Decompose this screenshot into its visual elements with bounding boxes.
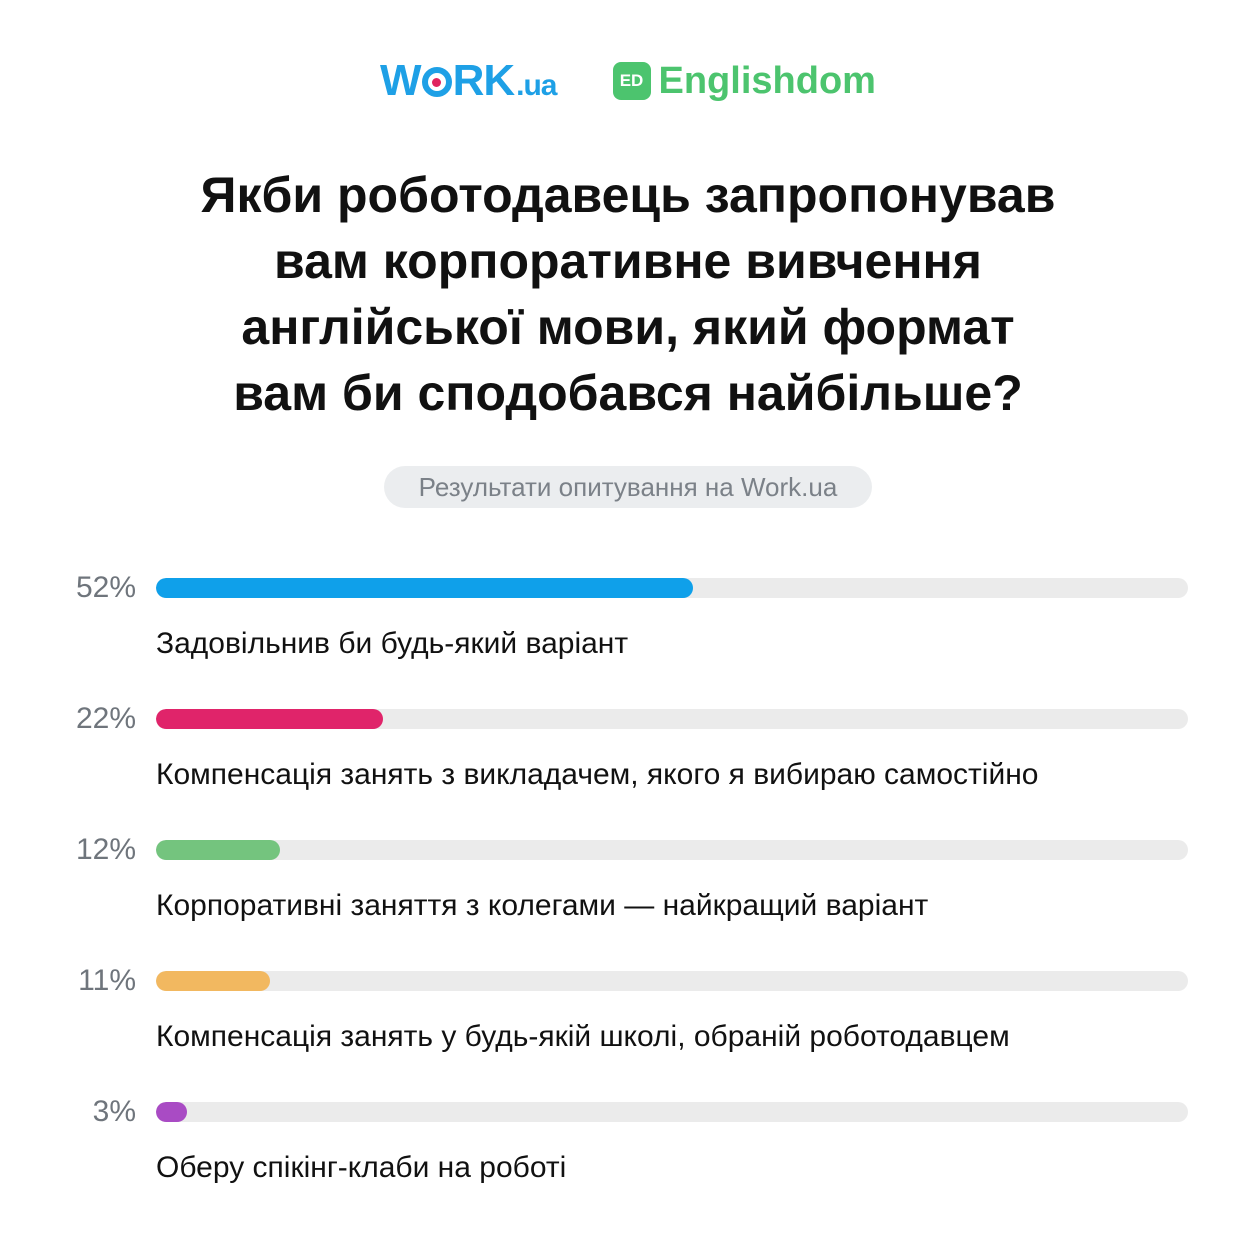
chart-row: 3% Оберу спікінг-клаби на роботі [0, 1084, 1256, 1216]
bar [156, 1102, 187, 1122]
work-ua-logo-o-icon [421, 67, 452, 97]
chart-row: 12% Корпоративні заняття з колегами — най… [0, 822, 1256, 954]
work-ua-logo-suffix: .ua [516, 69, 557, 102]
bar-track [156, 971, 1188, 991]
work-ua-logo-w: W [380, 56, 422, 105]
bar-value-label: 52% [75, 571, 136, 604]
bar-value-label: 11% [78, 964, 136, 997]
bar-value-label: 12% [75, 833, 136, 866]
work-ua-logo-rk: RK [452, 56, 516, 105]
bar-category-label: Компенсація занять у будь-якій школі, об… [156, 1020, 1010, 1053]
logos-header: W RK .ua ED Englishdom [0, 56, 1256, 106]
bar [156, 709, 384, 729]
bar-track [156, 578, 1188, 598]
bar [156, 971, 270, 991]
englishdom-logo: ED Englishdom [612, 59, 876, 103]
bar-category-label: Компенсація занять з викладачем, якого я… [156, 758, 1039, 791]
bar [156, 840, 280, 860]
chart-row: 52% Задовільнив би будь-який варіант [0, 560, 1256, 692]
bar-category-label: Оберу спікінг-клаби на роботі [156, 1151, 567, 1184]
bar-value-label: 3% [92, 1095, 136, 1128]
bar [156, 578, 693, 598]
englishdom-name: Englishdom [658, 59, 876, 102]
bar-category-label: Корпоративні заняття з колегами — найкра… [156, 889, 929, 922]
bar-track [156, 709, 1188, 729]
bar-track [156, 840, 1188, 860]
work-ua-logo: W RK .ua [380, 56, 557, 106]
question-title: Якби роботодавець запропонував вам корпо… [200, 167, 1056, 421]
survey-source-badge: Результати опитування на Work.ua [384, 466, 872, 508]
chart-row: 11% Компенсація занять у будь-якій школі,… [0, 953, 1256, 1085]
bar-value-label: 22% [75, 702, 136, 735]
englishdom-badge-icon: ED [612, 62, 651, 100]
bar-track [156, 1102, 1188, 1122]
chart-row: 22% Компенсація занять з викладачем, яког… [0, 691, 1256, 823]
bar-category-label: Задовільнив би будь-який варіант [156, 627, 629, 660]
